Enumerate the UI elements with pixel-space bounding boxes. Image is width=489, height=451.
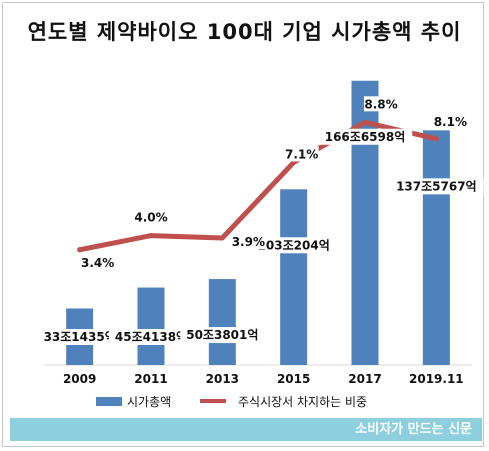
x-tick-label: 2015 <box>277 372 310 386</box>
bar-2015 <box>280 189 308 365</box>
line-label-bg <box>284 146 319 162</box>
x-tick-label: 2019.11 <box>409 372 464 386</box>
share-line <box>77 119 439 253</box>
line-value-label: 8.8% <box>364 97 397 111</box>
share-point <box>77 247 83 253</box>
share-point <box>362 119 368 125</box>
bar-2013 <box>208 279 236 365</box>
bar-value-label: 50조3801억 <box>186 328 258 342</box>
share-point <box>148 233 154 239</box>
bar-label-bg <box>317 128 413 145</box>
share-point <box>219 235 225 241</box>
line-value-label: 7.1% <box>285 147 318 161</box>
line-value-label: 8.1% <box>434 115 467 129</box>
legend-bar-label: 시가총액 <box>127 395 171 409</box>
legend-line-label: 주식시장서 차지하는 비중 <box>238 395 367 409</box>
bar-label-bg <box>109 329 193 345</box>
line-label-bg <box>134 209 168 225</box>
legend-bar-swatch <box>96 397 122 406</box>
bar-label-bg <box>37 329 122 345</box>
bar-value-label: 45조4138억 <box>115 330 187 344</box>
line-value-label: 3.9% <box>232 235 265 249</box>
bar-2011 <box>137 287 165 365</box>
bar-2019.11 <box>422 130 450 365</box>
bar-value-label: 103조204억 <box>258 238 330 252</box>
line-value-label: 3.4% <box>81 256 114 270</box>
chart-title: 연도별 제약바이오 100대 기업 시가총액 추이 <box>27 20 462 44</box>
bar-label-bg <box>251 237 336 254</box>
line-label-bg <box>231 233 266 249</box>
bar-value-label: 33조1435억 <box>44 330 116 344</box>
bar-value-label: 137조5767억 <box>396 179 477 193</box>
x-tick-label: 2011 <box>134 372 167 386</box>
x-tick-label: 2009 <box>63 372 96 386</box>
bar-label-bg <box>180 327 265 344</box>
line-label-bg <box>364 96 398 112</box>
x-tick-label: 2017 <box>348 372 381 386</box>
line-value-label: 4.0% <box>134 211 167 225</box>
publisher-footer: 소비자가 만드는 신문 <box>10 418 482 441</box>
chart-frame <box>2 2 484 447</box>
line-label-bg <box>80 254 115 270</box>
line-label-bg <box>433 113 468 129</box>
share-point <box>433 136 439 142</box>
x-tick-label: 2013 <box>206 372 239 386</box>
bar-value-label: 166조6598억 <box>325 130 406 144</box>
bar-label-bg <box>389 178 484 195</box>
legend: 시가총액 주식시장서 차지하는 비중 <box>96 395 367 409</box>
